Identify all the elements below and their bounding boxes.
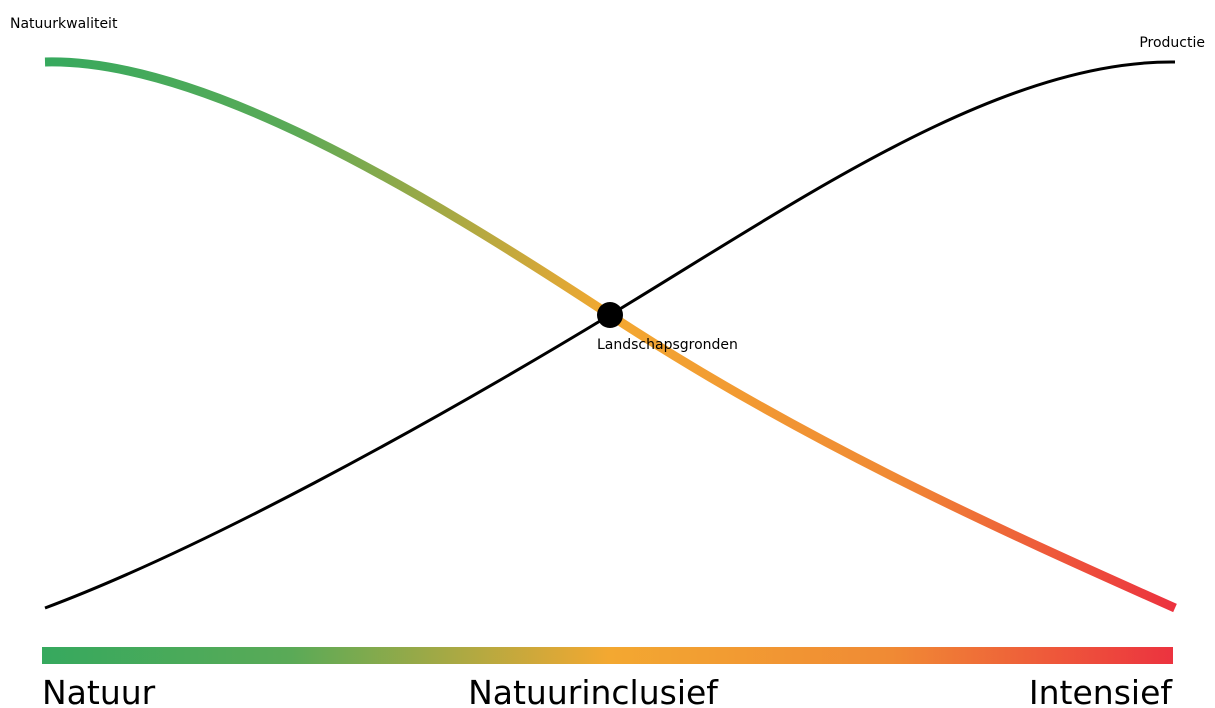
scale-middle-label: Natuurinclusief [468,673,719,708]
scale-right-label: Intensief [1029,673,1173,708]
production-label: Productie [1139,35,1205,51]
scale-bar [42,647,1173,664]
quality-curve [44,57,1177,613]
intersection-label: Landschapsgronden [597,337,738,353]
scale-left-label: Natuur [42,673,156,708]
quality-label: Natuurkwaliteit [10,16,118,32]
intersection-point [597,302,623,328]
